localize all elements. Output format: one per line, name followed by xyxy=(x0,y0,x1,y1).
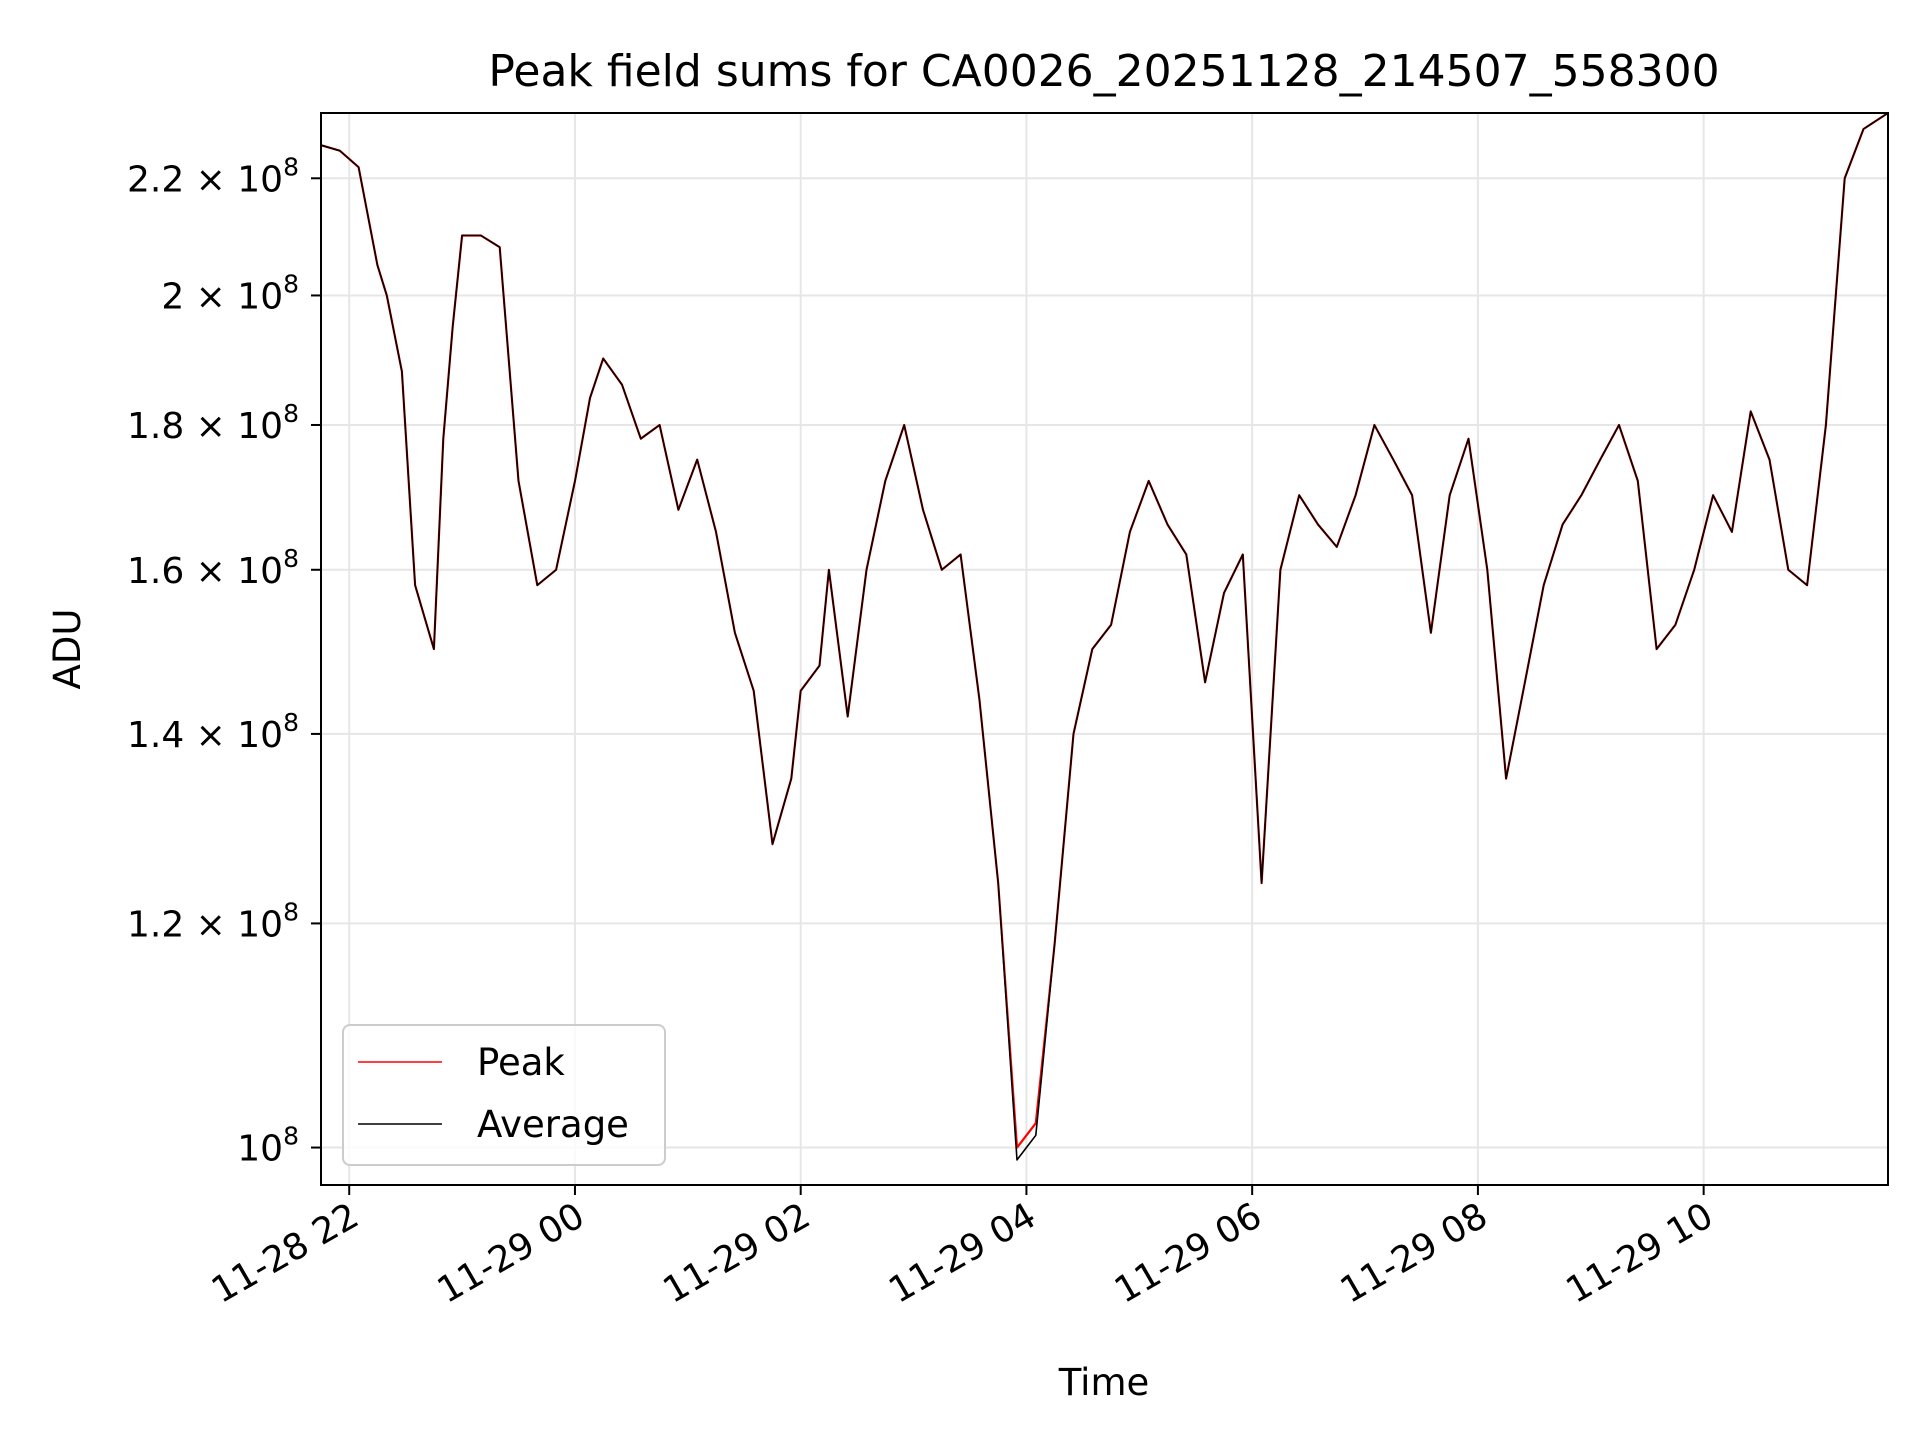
legend-box xyxy=(342,1024,666,1166)
y-tick-label: 2 × 108 xyxy=(161,269,299,317)
y-tick-label: 2.2 × 108 xyxy=(127,152,299,200)
y-tick-label: 108 xyxy=(237,1122,299,1170)
x-axis-label: Time xyxy=(1058,1361,1150,1404)
series-lines xyxy=(320,112,1889,1161)
y-tick-label: 1.4 × 108 xyxy=(127,708,299,756)
legend-label-peak: Peak xyxy=(477,1041,565,1084)
y-axis-ticks: 108 1.2 × 108 1.4 × 108 1.6 × 108 1.8 × 108 2… xyxy=(127,152,321,1170)
y-tick-label: 1.2 × 108 xyxy=(127,897,299,945)
y-axis-label: ADU xyxy=(46,609,89,690)
plot-area-frame xyxy=(320,112,1889,1186)
chart-title: Peak field sums for CA0026_20251128_2145… xyxy=(488,46,1719,97)
legend-label-average: Average xyxy=(477,1103,629,1146)
y-tick-label: 1.8 × 108 xyxy=(127,399,299,447)
y-tick-label: 1.6 × 108 xyxy=(127,544,299,592)
legend: Peak Average xyxy=(342,1024,666,1166)
series-line-average xyxy=(320,112,1889,1161)
